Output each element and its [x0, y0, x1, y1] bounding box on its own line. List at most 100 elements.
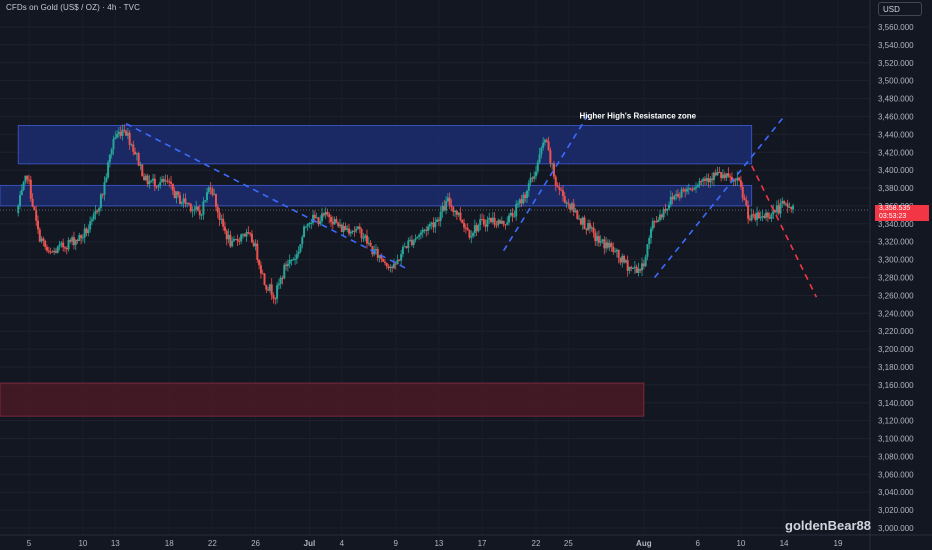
candle-body-down — [335, 219, 338, 223]
candle-body-up — [319, 221, 322, 225]
candle-body-up — [195, 206, 198, 210]
candle-body-up — [157, 185, 160, 187]
candle-body-up — [58, 244, 61, 247]
candle-body-down — [727, 173, 730, 177]
candle-body-up — [89, 221, 92, 230]
price-tick-label: 3,220.000 — [878, 327, 914, 336]
candle-body-up — [200, 214, 203, 216]
price-tick-label: 3,560.000 — [878, 23, 914, 32]
candle-body-up — [680, 189, 683, 198]
price-tick-label: 3,340.000 — [878, 220, 914, 229]
candle-body-down — [493, 217, 496, 225]
candle-body-up — [103, 182, 106, 195]
price-tick-label: 3,060.000 — [878, 470, 914, 479]
candle-body-down — [572, 203, 575, 213]
candle-body-down — [229, 234, 232, 247]
symbol-title[interactable]: CFDs on Gold (US$ / OZ) · 4h · TVC — [6, 3, 140, 12]
candle-body-down — [452, 207, 455, 213]
candle-body-up — [421, 229, 424, 233]
candle-body-down — [714, 172, 717, 176]
candle-body-down — [313, 214, 316, 219]
candle-body-up — [628, 266, 631, 271]
currency-button[interactable]: USD — [878, 2, 922, 16]
candle-body-down — [606, 242, 609, 248]
price-tick-label: 3,180.000 — [878, 363, 914, 372]
price-tick-label: 3,000.000 — [878, 524, 914, 533]
last-price-label: 3,358.535 03:53:23 — [875, 205, 929, 221]
candle-body-up — [473, 225, 476, 233]
candle-body-up — [702, 178, 705, 182]
candle-body-down — [774, 210, 777, 213]
time-tick-label: 18 — [165, 539, 174, 548]
candle-body-up — [401, 246, 404, 255]
candle-body-up — [775, 205, 778, 213]
candle-body-up — [756, 212, 759, 220]
candle-body-down — [556, 185, 559, 188]
candle-body-up — [299, 244, 302, 252]
price-axis[interactable]: 3,000.000 3,020.000 3,040.000 3,060.000 3,08… — [878, 23, 914, 533]
candle-body-down — [619, 257, 622, 263]
candle-body-down — [272, 295, 275, 299]
candle-body-down — [36, 220, 39, 230]
trendline — [125, 122, 407, 270]
candle-body-down — [132, 144, 135, 152]
candle-body-up — [644, 256, 647, 267]
candle-body-up — [240, 234, 243, 242]
candle-body-down — [155, 186, 158, 188]
candle-body-down — [738, 177, 741, 181]
candle-body-up — [781, 200, 784, 204]
candle-body-up — [792, 205, 795, 210]
candle-body-up — [121, 129, 124, 136]
candle-body-up — [99, 194, 102, 208]
candle-body-up — [290, 259, 293, 261]
candle-body-up — [107, 162, 110, 178]
time-tick-label: 13 — [111, 539, 120, 548]
candle-body-up — [508, 215, 511, 223]
candle-body-down — [545, 139, 548, 142]
candle-body-down — [326, 211, 329, 215]
candle-body-down — [285, 264, 288, 267]
candle-body-up — [419, 232, 422, 235]
candle-body-up — [241, 234, 244, 236]
candle-body-down — [461, 219, 464, 223]
candle-body-down — [768, 217, 771, 219]
candle-body-down — [29, 179, 32, 199]
candle-body-up — [400, 254, 403, 261]
candle-body-up — [346, 228, 349, 231]
candle-body-down — [317, 217, 320, 225]
candle-body-up — [234, 238, 237, 240]
time-tick-label: 13 — [434, 539, 443, 548]
candle-body-down — [360, 229, 363, 239]
candle-body-up — [587, 223, 590, 231]
candle-body-up — [220, 218, 223, 220]
price-tick-label: 3,080.000 — [878, 452, 914, 461]
candle-body-up — [472, 232, 475, 237]
candle-body-down — [678, 196, 681, 198]
candle-body-down — [554, 176, 557, 186]
time-tick-label: Aug — [636, 539, 652, 548]
candle-body-up — [470, 236, 473, 238]
candle-body-down — [711, 178, 714, 181]
candle-body-down — [560, 189, 563, 191]
candle-body-down — [198, 210, 201, 216]
candle-body-down — [261, 273, 264, 275]
candle-body-down — [382, 259, 385, 262]
candle-body-down — [437, 219, 440, 221]
candle-body-up — [268, 284, 271, 291]
candle-body-up — [696, 185, 699, 188]
candle-body-up — [657, 219, 660, 222]
candle-body-down — [676, 194, 679, 197]
candle-body-up — [180, 202, 183, 204]
candle-body-up — [279, 277, 282, 284]
candle-body-down — [63, 247, 66, 249]
candle-body-down — [660, 214, 663, 218]
candle-body-down — [741, 186, 744, 198]
candle-body-down — [96, 210, 99, 212]
candle-body-down — [405, 246, 408, 248]
price-axis-panel[interactable] — [870, 0, 932, 550]
candle-body-down — [225, 230, 228, 240]
candle-body-up — [301, 237, 304, 245]
candle-body-down — [552, 163, 555, 177]
time-axis[interactable]: 5 10 13 18 22 26 Jul 4 9 13 17 22 25 Aug 6 10 14 19 — [27, 539, 843, 548]
